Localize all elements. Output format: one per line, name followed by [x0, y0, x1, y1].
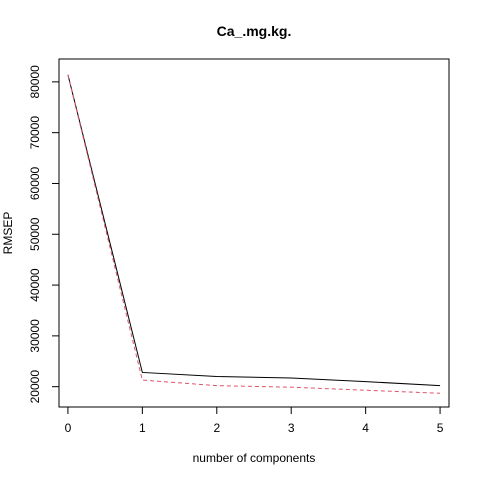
series-line-1 [67, 74, 441, 387]
plot-frame [58, 58, 450, 408]
x-tick-label: 1 [139, 421, 146, 435]
y-tick-label: 40000 [28, 268, 42, 302]
series-layer [67, 74, 441, 394]
x-axis-label: number of components [193, 451, 316, 465]
x-tick-label: 0 [65, 421, 72, 435]
y-tick-label: 80000 [28, 65, 42, 99]
series-line-2 [67, 74, 441, 394]
y-tick-label: 70000 [28, 116, 42, 150]
chart-title: Ca_.mg.kg. [217, 23, 292, 39]
y-axis-label: RMSEP [1, 212, 15, 255]
x-tick-label: 3 [288, 421, 295, 435]
y-tick-label: 30000 [28, 319, 42, 353]
y-tick-label: 60000 [28, 166, 42, 200]
y-axis: 20000 30000 40000 50000 60000 70000 80000 [28, 65, 59, 404]
x-tick-label: 5 [437, 421, 444, 435]
y-tick-label: 50000 [28, 217, 42, 251]
x-tick-label: 2 [213, 421, 220, 435]
x-tick-label: 4 [362, 421, 369, 435]
y-tick-label: 20000 [28, 370, 42, 404]
x-axis: 0 1 2 3 4 5 [65, 407, 444, 435]
